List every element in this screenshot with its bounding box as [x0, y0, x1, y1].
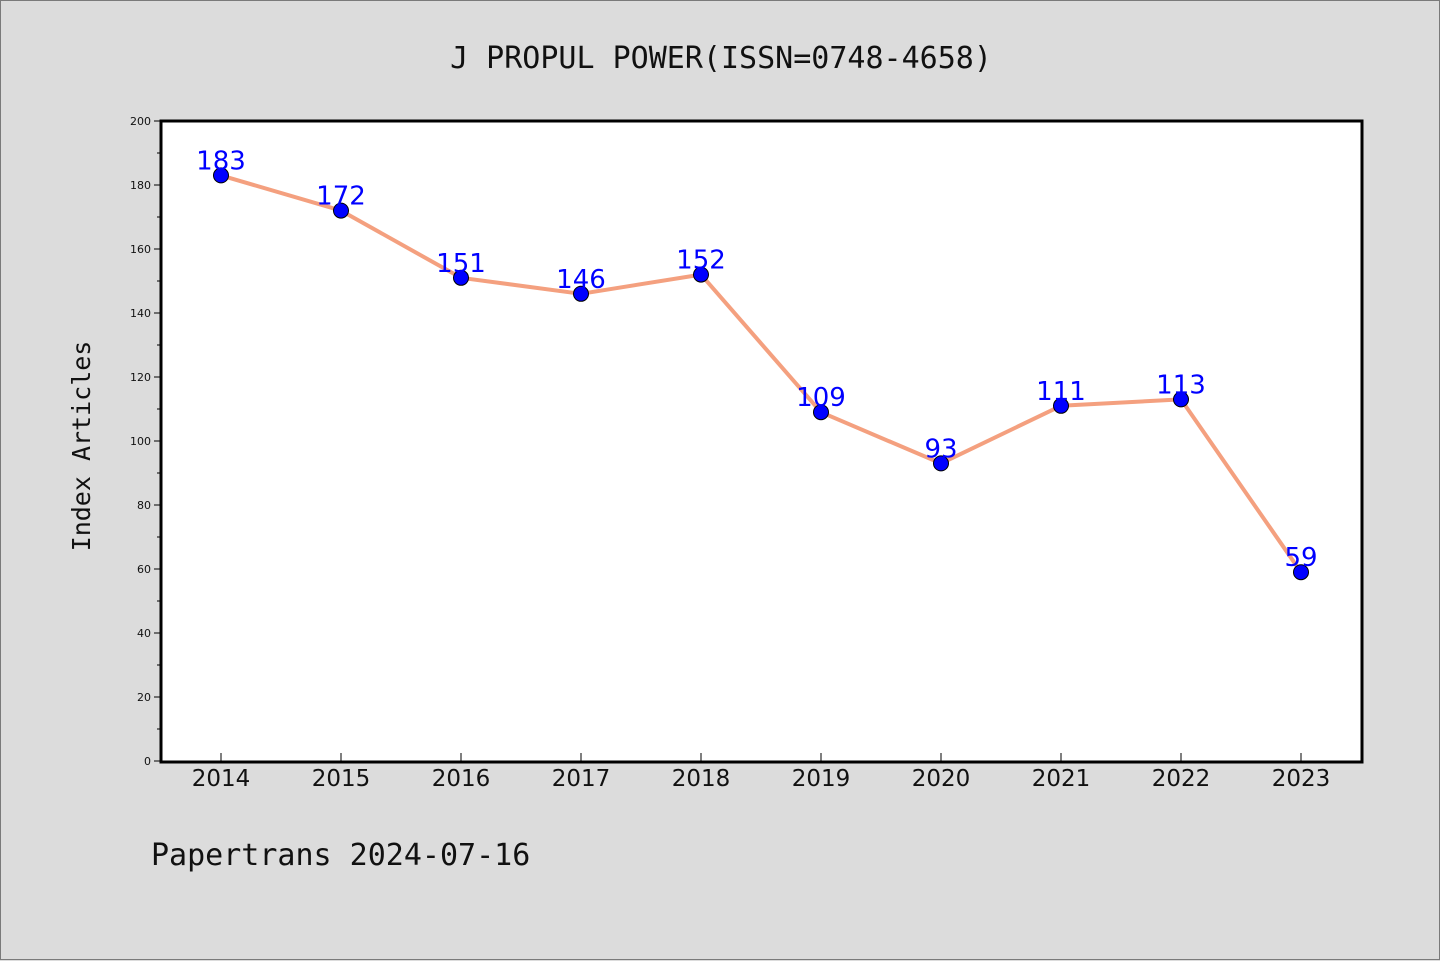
x-tick-label: 2016 [432, 766, 491, 792]
y-tick-label: 100 [130, 435, 151, 448]
y-axis-ticks: 0 20 40 60 80 100 120 140 160 180 200 [130, 115, 161, 768]
y-tick-label: 160 [130, 243, 151, 256]
data-label: 183 [196, 146, 246, 176]
y-tick-label: 180 [130, 179, 151, 192]
data-point [693, 266, 709, 283]
plot-area [159, 119, 1364, 764]
data-label: 113 [1156, 370, 1206, 400]
data-label: 172 [316, 182, 366, 212]
data-label: 59 [1284, 543, 1317, 573]
x-tick-label: 2022 [1152, 766, 1211, 792]
data-point [213, 167, 229, 184]
x-tick-label: 2018 [672, 766, 731, 792]
y-tick-label: 40 [137, 627, 151, 640]
y-tick-label: 120 [130, 371, 151, 384]
data-label: 146 [556, 265, 606, 295]
data-label: 109 [796, 383, 846, 413]
data-point [933, 455, 949, 472]
y-tick-label: 20 [137, 691, 151, 704]
x-tick-label: 2023 [1272, 766, 1331, 792]
x-tick-label: 2021 [1032, 766, 1091, 792]
x-tick-label: 2017 [552, 766, 611, 792]
x-tick-label: 2020 [912, 766, 971, 792]
series-line [220, 173, 1303, 574]
footer-credit: Papertrans 2024-07-16 [151, 838, 530, 873]
data-point [1173, 391, 1189, 408]
data-point [1053, 397, 1069, 414]
x-tick-label: 2014 [192, 766, 251, 792]
y-axis-label: Index Articles [67, 341, 96, 552]
chart-title: J PROPUL POWER(ISSN=0748-4658) [450, 41, 992, 76]
y-tick-label: 60 [137, 563, 151, 576]
data-point [573, 285, 589, 302]
data-label: 93 [924, 434, 957, 464]
x-axis-ticks: 2014 2015 2016 2017 2018 2019 2020 2021 2022 2023 [192, 753, 1331, 792]
y-tick-label: 200 [130, 115, 151, 128]
data-point [333, 202, 349, 219]
data-point [453, 269, 469, 286]
data-label: 151 [436, 249, 486, 279]
data-label: 152 [676, 246, 726, 276]
x-tick-label: 2019 [792, 766, 851, 792]
x-tick-label: 2015 [312, 766, 371, 792]
y-tick-label: 0 [144, 755, 151, 768]
data-point [813, 404, 829, 421]
data-point [1293, 564, 1309, 581]
y-tick-label: 140 [130, 307, 151, 320]
series-layer: 183 172 151 146 152 109 93 111 113 59 [196, 146, 1318, 581]
y-tick-label: 80 [137, 499, 151, 512]
data-label: 111 [1036, 377, 1086, 407]
